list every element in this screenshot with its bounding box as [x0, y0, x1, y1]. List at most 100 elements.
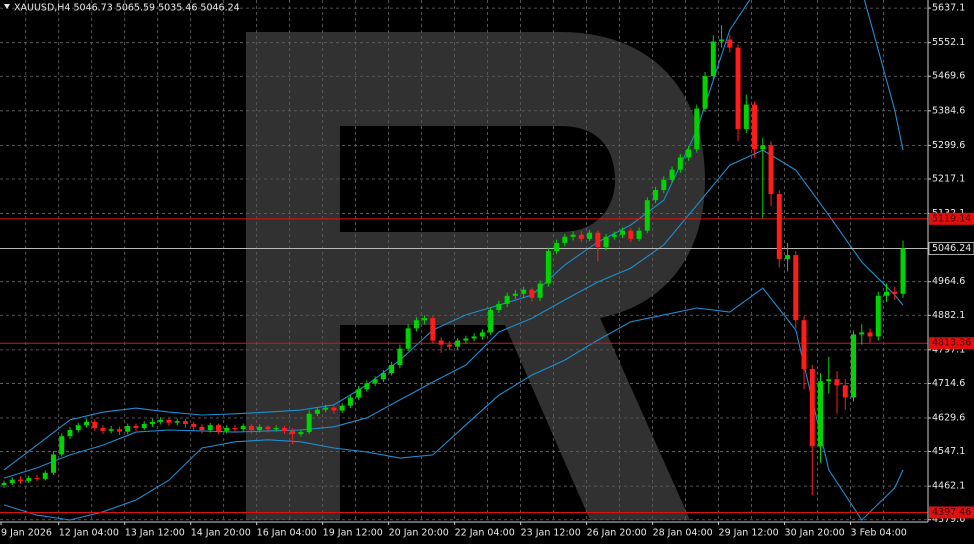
- x-tick-label: 30 Jan 20:00: [785, 528, 845, 539]
- candle-body: [34, 478, 40, 480]
- candle-body: [727, 39, 733, 48]
- last-price-box: [928, 242, 974, 255]
- candle-body: [628, 230, 634, 239]
- candle-body: [314, 409, 320, 414]
- candle-body: [620, 230, 626, 235]
- candle-body: [496, 303, 502, 311]
- bollinger-lower: [3, 287, 904, 521]
- y-tick-label: 4547.1: [932, 446, 965, 457]
- y-tick-label: 4964.6: [932, 276, 965, 287]
- candle-body: [17, 479, 23, 481]
- candle-body: [141, 423, 147, 429]
- candle-body: [125, 425, 131, 432]
- candle-body: [306, 413, 312, 433]
- candle-body: [512, 293, 518, 296]
- candle-body: [587, 232, 593, 239]
- y-tick-label: 5384.6: [932, 105, 965, 116]
- candle-body: [265, 426, 271, 430]
- x-tick-label: 9 Jan 2026: [1, 528, 52, 539]
- candle-body: [578, 234, 584, 239]
- candle-body: [834, 379, 840, 386]
- candle-body: [694, 108, 700, 150]
- candle-body: [191, 423, 197, 427]
- candle-body: [240, 425, 246, 430]
- candle-body: [743, 104, 749, 129]
- candle-body: [281, 428, 287, 431]
- x-tick-label: 29 Jan 12:00: [719, 528, 779, 539]
- y-tick-label: 5552.1: [932, 37, 965, 48]
- y-tick-label: 5637.1: [932, 3, 965, 14]
- last-price-label: 5046.24: [932, 243, 971, 254]
- candle-body: [562, 236, 568, 243]
- plot-area: [0, 0, 928, 521]
- watermark-logo: [246, 32, 705, 520]
- candle-body: [545, 251, 551, 284]
- candle-body: [347, 397, 353, 406]
- candle-body: [100, 428, 106, 431]
- candle-body: [50, 454, 56, 473]
- bollinger-upper: [3, 0, 904, 471]
- candle-body: [248, 425, 254, 431]
- candle-body: [867, 332, 873, 337]
- y-tick-label: 4462.1: [932, 481, 965, 492]
- candle-body: [26, 478, 32, 481]
- y-tick-label: 4629.6: [932, 413, 965, 424]
- candle-body: [842, 385, 848, 398]
- x-tick-label: 22 Jan 04:00: [455, 528, 515, 539]
- candle-body: [455, 340, 461, 347]
- candle-body: [224, 428, 230, 431]
- candle-body: [380, 373, 386, 380]
- candle-body: [554, 242, 560, 252]
- candle-body: [339, 405, 345, 411]
- candle-body: [702, 76, 708, 109]
- candle-body: [611, 234, 617, 237]
- x-tick-label: 19 Jan 12:00: [323, 528, 383, 539]
- candle-body: [290, 430, 296, 435]
- candle-body: [488, 310, 494, 333]
- candle-body: [653, 190, 659, 201]
- candle-body: [471, 336, 477, 339]
- candle-body: [595, 232, 601, 247]
- candle-body: [257, 426, 263, 431]
- bollinger-middle: [3, 149, 904, 479]
- candle-body: [446, 344, 452, 347]
- candle-body: [570, 234, 576, 237]
- x-tick-label: 23 Jan 12:00: [521, 528, 581, 539]
- x-tick-label: 28 Jan 04:00: [653, 528, 713, 539]
- candle-body: [42, 472, 48, 479]
- candle-body: [809, 369, 815, 447]
- x-tick-label: 16 Jan 04:00: [257, 528, 317, 539]
- candle-body: [785, 255, 791, 260]
- candle-body: [884, 291, 890, 296]
- x-tick-label: 12 Jan 04:00: [59, 528, 119, 539]
- candle-body: [900, 248, 906, 294]
- level-label-box: [929, 506, 974, 519]
- axes: 5637.15552.15469.65384.65299.65217.15132…: [0, 3, 974, 539]
- candle-body: [529, 289, 535, 298]
- candle-body: [801, 320, 807, 370]
- candle-body: [430, 318, 436, 341]
- candle-body: [752, 104, 758, 150]
- candle-body: [199, 426, 205, 431]
- candle-body: [479, 332, 485, 337]
- candle-body: [273, 428, 279, 430]
- candle-body: [537, 283, 543, 298]
- candle-body: [149, 421, 155, 424]
- x-tick-label: 20 Jan 20:00: [389, 528, 449, 539]
- candle-body: [818, 381, 824, 447]
- candle-body: [661, 179, 667, 191]
- candle-body: [397, 348, 403, 365]
- header-icon: [4, 4, 10, 9]
- candle-body: [826, 379, 832, 382]
- y-tick-label: 4379.6: [932, 514, 965, 525]
- candle-body: [356, 389, 362, 398]
- level-label-box: [929, 212, 974, 225]
- candle-body: [232, 428, 238, 430]
- candle-body: [710, 41, 716, 77]
- candle-body: [372, 379, 378, 384]
- y-tick-label: 5299.6: [932, 140, 965, 151]
- candle-body: [413, 320, 419, 329]
- candle-body: [422, 318, 428, 321]
